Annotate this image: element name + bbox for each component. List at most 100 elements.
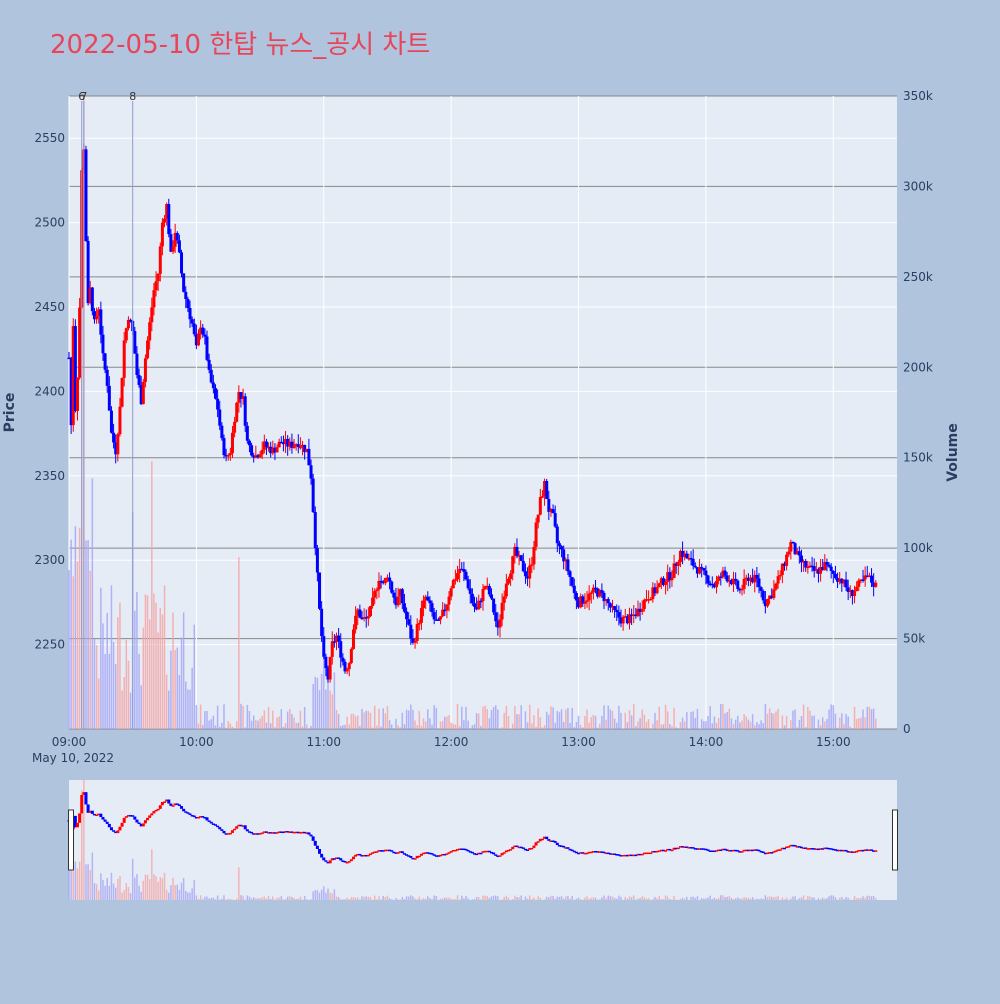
range-candle bbox=[414, 858, 417, 860]
candle-body bbox=[104, 353, 107, 369]
range-volume-bar bbox=[525, 897, 526, 900]
candle-body bbox=[246, 426, 249, 441]
range-candle bbox=[91, 811, 94, 814]
range-volume-bar bbox=[835, 897, 836, 900]
volume-bar bbox=[200, 705, 201, 729]
candle-body bbox=[643, 600, 646, 609]
range-volume-bar bbox=[813, 897, 814, 900]
volume-bar bbox=[682, 718, 683, 729]
range-volume-bar bbox=[682, 898, 683, 900]
volume-bar bbox=[639, 718, 640, 729]
range-volume-bar bbox=[809, 897, 810, 900]
range-candle bbox=[135, 820, 138, 823]
range-candle bbox=[150, 813, 153, 815]
candle-body bbox=[501, 603, 504, 620]
range-volume-bar bbox=[453, 899, 454, 900]
volume-bar bbox=[104, 654, 105, 729]
volume-bar bbox=[332, 694, 333, 729]
range-volume-bar bbox=[242, 896, 243, 900]
news-marker-label: 8 bbox=[129, 90, 136, 103]
volume-bar bbox=[355, 716, 356, 729]
volume-tick-label: 0 bbox=[903, 722, 911, 736]
candle-body bbox=[76, 378, 79, 411]
volume-bar bbox=[238, 557, 239, 729]
volume-bar bbox=[255, 720, 256, 729]
volume-bar bbox=[773, 714, 774, 729]
range-volume-bar bbox=[790, 898, 791, 900]
volume-bar bbox=[811, 716, 812, 729]
range-volume-bar bbox=[484, 896, 485, 900]
candle-body bbox=[299, 447, 302, 449]
volume-bar bbox=[729, 709, 730, 729]
range-volume-bar bbox=[370, 897, 371, 900]
candle-body bbox=[220, 426, 223, 438]
range-volume-bar bbox=[665, 895, 666, 900]
candle-body bbox=[437, 619, 440, 621]
range-candle bbox=[492, 852, 495, 854]
volume-bar bbox=[225, 728, 226, 729]
volume-bar bbox=[185, 681, 186, 729]
volume-bar bbox=[559, 712, 560, 729]
volume-bar bbox=[380, 727, 381, 729]
volume-bar bbox=[571, 708, 572, 729]
range-volume-bar bbox=[264, 896, 265, 900]
range-handle-right[interactable] bbox=[893, 810, 898, 870]
range-volume-bar bbox=[869, 896, 870, 900]
range-volume-bar bbox=[459, 899, 460, 900]
volume-bar bbox=[285, 723, 286, 729]
volume-bar bbox=[372, 728, 373, 729]
range-volume-bar bbox=[548, 897, 549, 900]
candle-body bbox=[322, 636, 325, 657]
range-volume-bar bbox=[236, 899, 237, 900]
range-volume-bar bbox=[145, 875, 146, 900]
range-volume-bar bbox=[100, 873, 101, 900]
candle-body bbox=[545, 481, 548, 499]
range-volume-bar bbox=[629, 896, 630, 900]
volume-bar bbox=[514, 706, 515, 729]
volume-bar bbox=[342, 725, 343, 729]
volume-bar bbox=[629, 710, 630, 729]
range-volume-bar bbox=[571, 896, 572, 900]
range-volume-bar bbox=[588, 899, 589, 900]
range-candle bbox=[649, 853, 652, 855]
candle-body bbox=[694, 566, 697, 568]
range-candle bbox=[144, 820, 147, 823]
candle-body bbox=[467, 579, 470, 588]
volume-bar bbox=[824, 721, 825, 729]
volume-bar bbox=[123, 677, 124, 729]
range-volume-bar bbox=[94, 883, 95, 900]
volume-bar bbox=[635, 726, 636, 729]
range-volume-bar bbox=[353, 897, 354, 900]
candle-body bbox=[741, 589, 744, 591]
range-volume-bar bbox=[625, 897, 626, 900]
volume-bar bbox=[709, 706, 710, 729]
range-volume-bar bbox=[635, 899, 636, 900]
candle-body bbox=[622, 617, 625, 624]
candle-body bbox=[520, 555, 523, 561]
range-candle bbox=[133, 817, 136, 820]
volume-bar bbox=[512, 724, 513, 729]
range-volume-bar bbox=[495, 896, 496, 900]
candle-body bbox=[431, 603, 434, 612]
range-candle bbox=[218, 827, 221, 829]
range-volume-bar bbox=[164, 873, 165, 900]
candle-body bbox=[150, 307, 153, 322]
range-handle-left[interactable] bbox=[69, 810, 74, 870]
volume-bar bbox=[376, 726, 377, 729]
range-volume-bar bbox=[251, 898, 252, 900]
candle-body bbox=[600, 590, 603, 593]
volume-bar bbox=[695, 718, 696, 729]
range-volume-bar bbox=[584, 898, 585, 900]
volume-bar bbox=[287, 712, 288, 729]
range-volume-bar bbox=[89, 870, 90, 900]
range-volume-bar bbox=[285, 899, 286, 900]
volume-bar bbox=[402, 713, 403, 729]
volume-bar bbox=[786, 716, 787, 729]
range-candle bbox=[367, 855, 370, 857]
volume-bar bbox=[548, 715, 549, 729]
volume-bar bbox=[641, 710, 642, 729]
range-volume-bar bbox=[79, 862, 80, 900]
volume-bar bbox=[102, 623, 103, 729]
candle-body bbox=[857, 580, 860, 586]
